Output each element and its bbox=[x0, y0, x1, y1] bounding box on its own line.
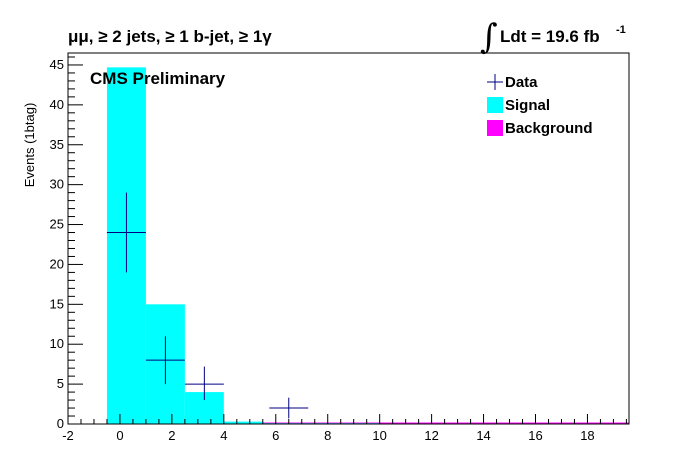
legend-item-background: Background bbox=[487, 120, 593, 137]
y-tick-label: 0 bbox=[57, 416, 64, 431]
y-tick-label: 20 bbox=[50, 256, 64, 271]
x-tick-label: 18 bbox=[580, 428, 594, 443]
legend-swatch bbox=[487, 97, 503, 113]
legend-label: Data bbox=[505, 74, 538, 91]
luminosity-label: Ldt = 19.6 fb bbox=[500, 27, 600, 46]
y-tick-label: 10 bbox=[50, 336, 64, 351]
data-points-layer bbox=[106, 192, 309, 419]
integral-sign: ∫ bbox=[480, 17, 498, 57]
background-bar bbox=[418, 422, 458, 424]
x-tick-label: 12 bbox=[424, 428, 438, 443]
x-tick-label: 2 bbox=[168, 428, 175, 443]
y-tick-label: 25 bbox=[50, 217, 64, 232]
legend-item-data: Data bbox=[487, 74, 538, 91]
legend-label: Background bbox=[505, 120, 593, 137]
y-axis-label: Events (1btag) bbox=[22, 103, 37, 188]
y-tick-label: 5 bbox=[57, 376, 64, 391]
x-tick-label: -2 bbox=[62, 428, 74, 443]
background-bar bbox=[379, 422, 419, 424]
legend-label: Signal bbox=[505, 97, 550, 114]
data-point bbox=[184, 366, 224, 401]
data-point bbox=[145, 336, 185, 385]
cms-preliminary-label: CMS Preliminary bbox=[90, 69, 226, 88]
legend-item-signal: Signal bbox=[487, 97, 550, 114]
background-bar bbox=[574, 422, 614, 424]
x-tick-label: 0 bbox=[116, 428, 123, 443]
x-tick-label: 8 bbox=[324, 428, 331, 443]
legend-swatch bbox=[487, 120, 503, 136]
background-bar bbox=[457, 422, 497, 424]
x-tick-label: 14 bbox=[476, 428, 490, 443]
chart-title: μμ, ≥ 2 jets, ≥ 1 b-jet, ≥ 1γ bbox=[68, 27, 272, 46]
background-bar bbox=[613, 422, 629, 424]
plot-border bbox=[67, 52, 630, 425]
x-tick-label: 4 bbox=[220, 428, 227, 443]
background-bar bbox=[496, 422, 536, 424]
y-tick-label: 15 bbox=[50, 296, 64, 311]
legend: Data Signal Background bbox=[487, 74, 593, 137]
x-tick-label: 6 bbox=[272, 428, 279, 443]
data-point bbox=[269, 397, 309, 419]
y-tick-label: 35 bbox=[50, 137, 64, 152]
background-bar bbox=[535, 422, 575, 424]
y-tick-label: 30 bbox=[50, 177, 64, 192]
x-tick-label: 10 bbox=[372, 428, 386, 443]
data-point bbox=[106, 192, 146, 273]
x-tick-label: 16 bbox=[528, 428, 542, 443]
y-tick-label: 45 bbox=[50, 57, 64, 72]
signal-bar bbox=[223, 421, 263, 424]
y-tick-label: 40 bbox=[50, 97, 64, 112]
luminosity-exponent: -1 bbox=[616, 24, 626, 36]
